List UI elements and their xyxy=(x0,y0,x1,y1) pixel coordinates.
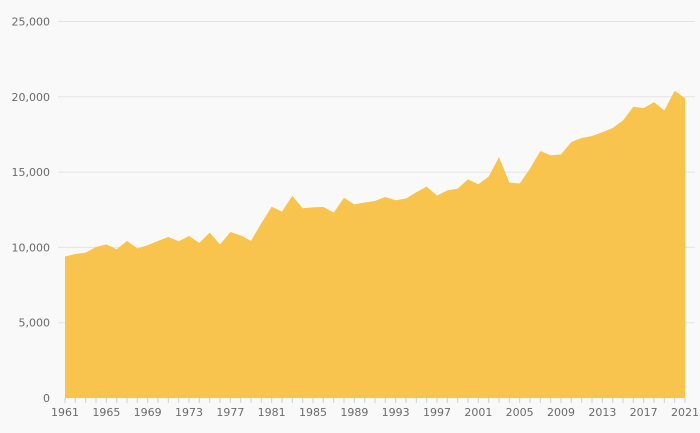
x-axis-tick-label: 1977 xyxy=(216,406,244,419)
x-axis-tick-label: 1985 xyxy=(299,406,327,419)
x-axis-tick-label: 1981 xyxy=(258,406,286,419)
y-axis-tick-label: 25,000 xyxy=(12,16,51,29)
y-axis-tick-label: 0 xyxy=(43,392,50,405)
area-series xyxy=(65,90,685,398)
x-axis-tick-label: 1997 xyxy=(423,406,451,419)
y-axis-tick-label: 5,000 xyxy=(19,317,51,330)
x-axis-tick-label: 1993 xyxy=(382,406,410,419)
x-axis-tick-label: 1989 xyxy=(340,406,368,419)
y-axis-tick-label: 10,000 xyxy=(12,241,51,254)
x-axis-tick-label: 1973 xyxy=(175,406,203,419)
x-axis-tick-label: 2017 xyxy=(630,406,658,419)
x-axis-tick-label: 1969 xyxy=(134,406,162,419)
x-axis-tick-label: 2013 xyxy=(588,406,616,419)
x-axis-tick-label: 1965 xyxy=(92,406,120,419)
x-axis-tick-label: 2021 xyxy=(671,406,699,419)
x-axis-tick-label: 1961 xyxy=(51,406,79,419)
x-axis-tick-label: 2009 xyxy=(547,406,575,419)
x-axis-tick-label: 2001 xyxy=(464,406,492,419)
y-axis-tick-label: 20,000 xyxy=(12,91,51,104)
x-axis-tick-label: 2005 xyxy=(506,406,534,419)
y-axis-tick-label: 15,000 xyxy=(12,166,51,179)
